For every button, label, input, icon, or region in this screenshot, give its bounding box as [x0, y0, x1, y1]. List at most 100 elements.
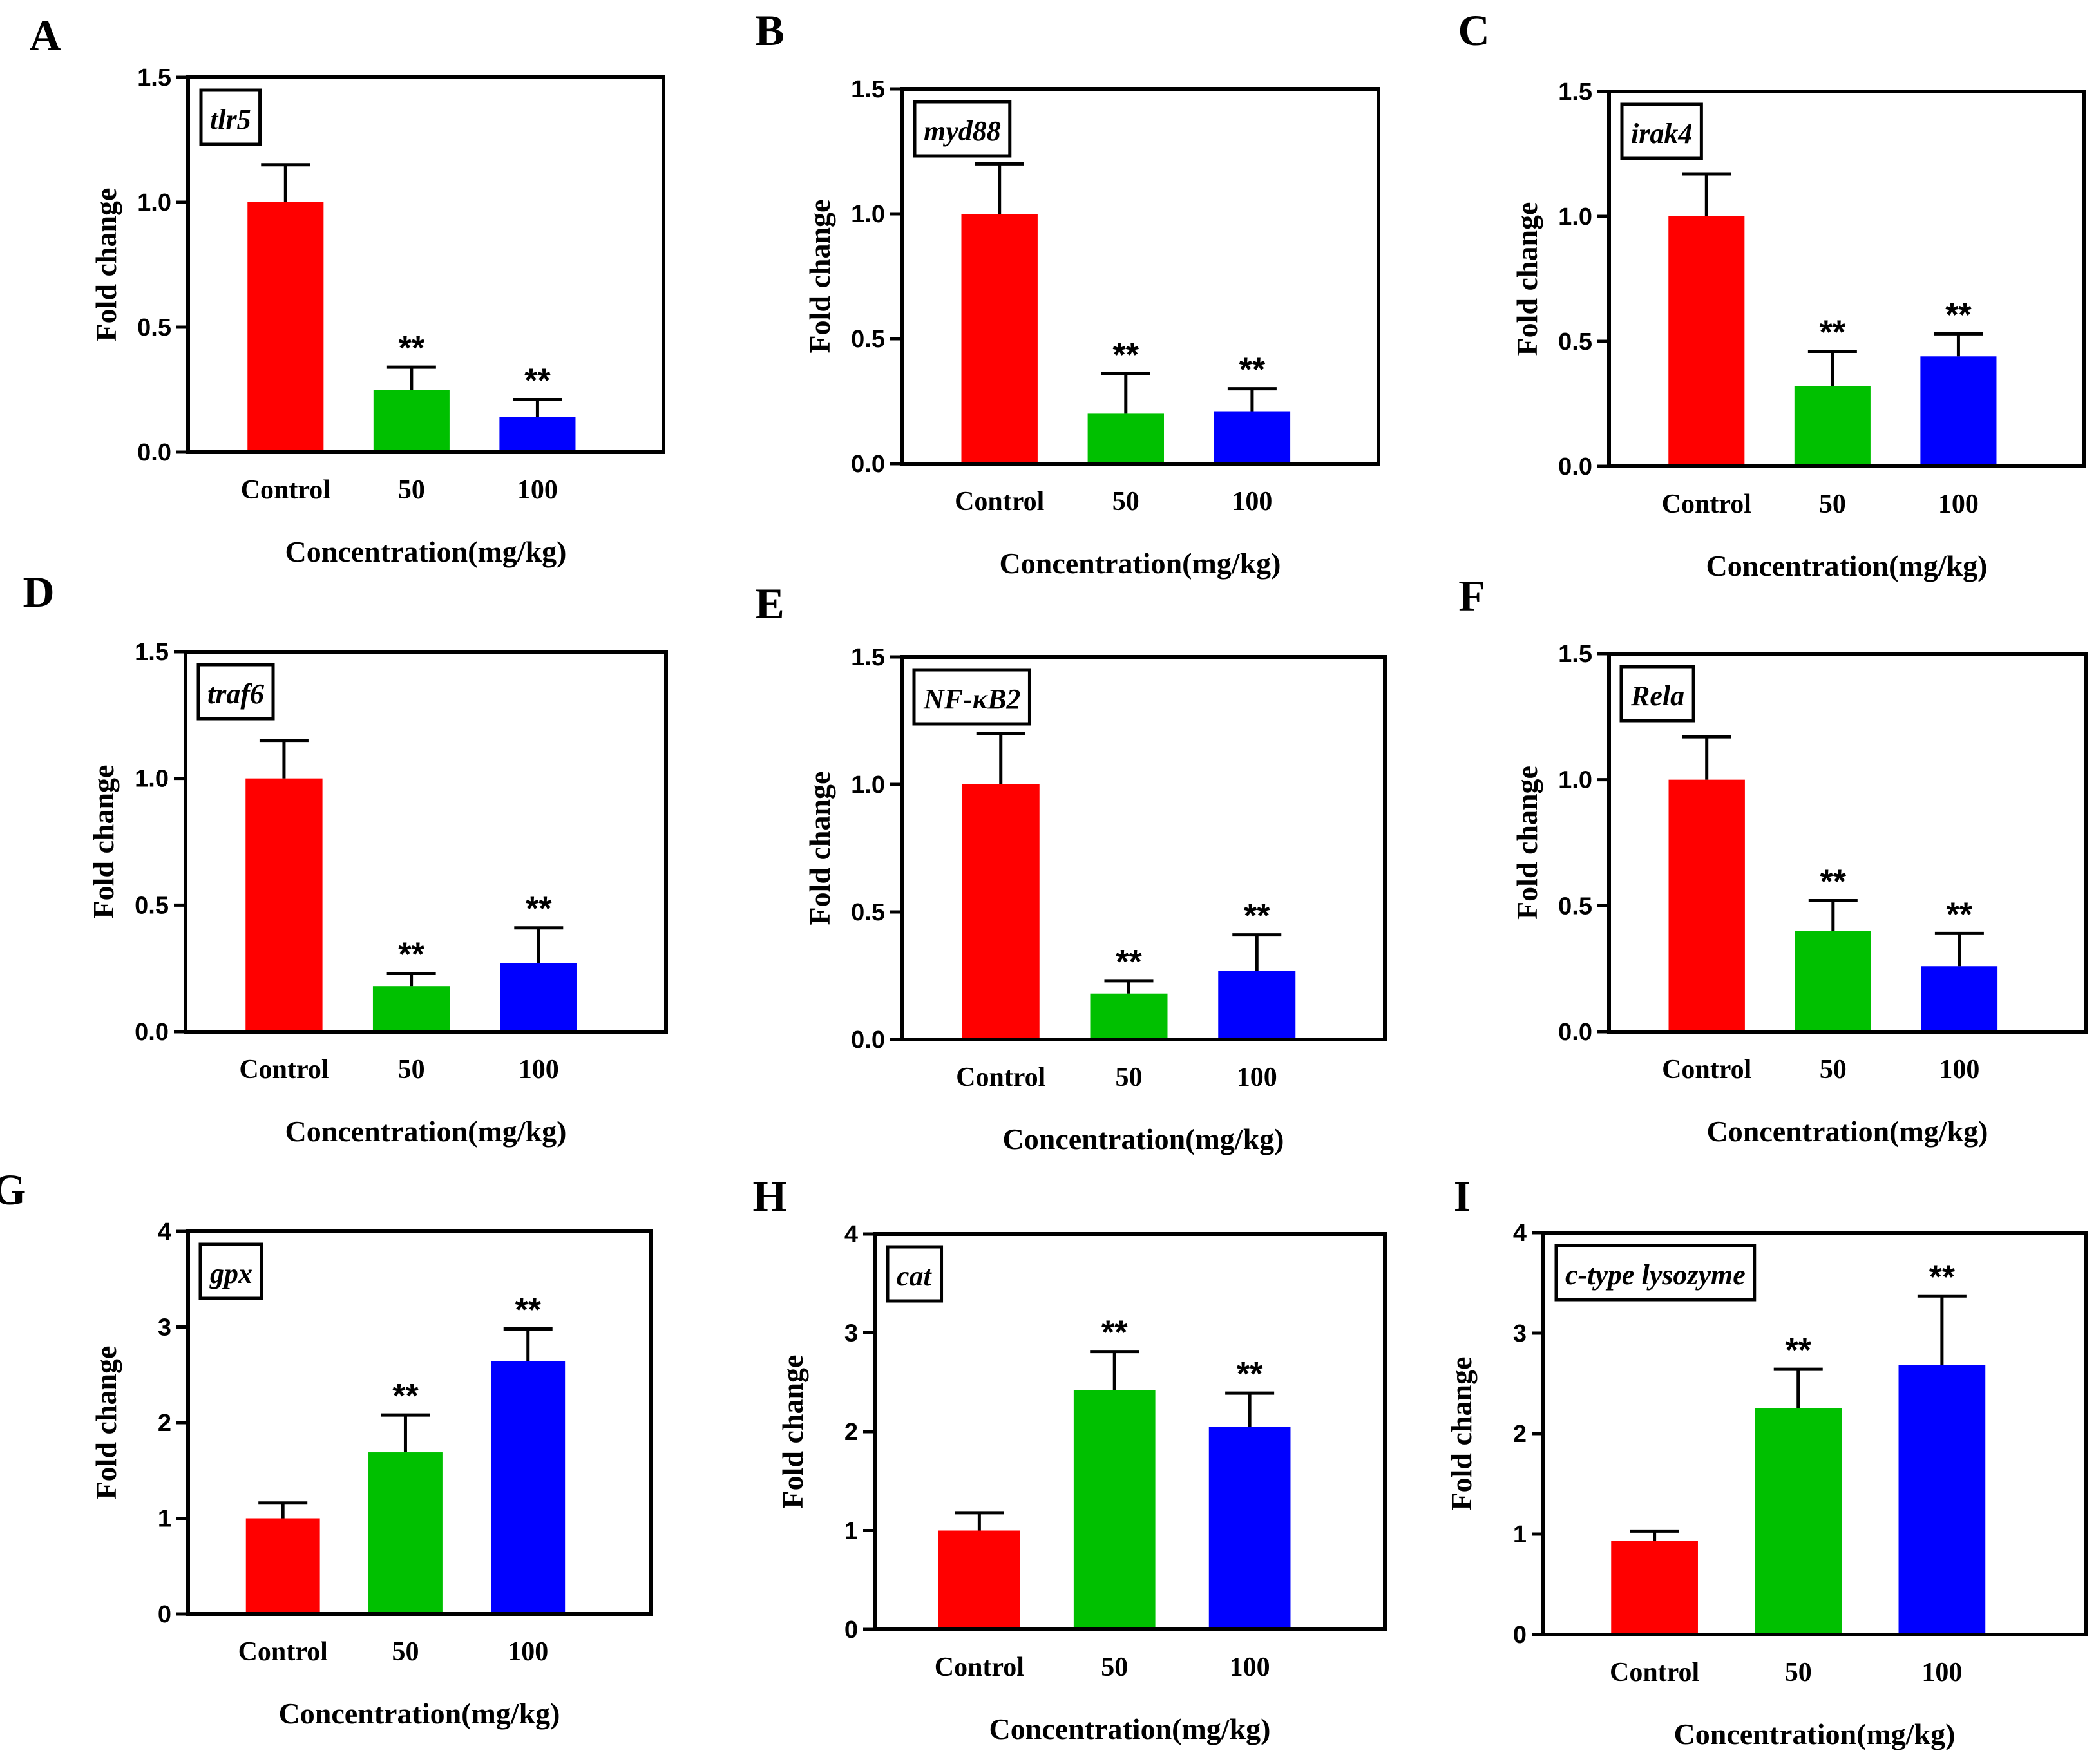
y-tick-label: 0.5 [137, 314, 171, 341]
bar-control [245, 1518, 320, 1612]
panel-letter: H [753, 1171, 787, 1220]
bar-50 [1073, 1390, 1156, 1627]
bar-100 [1921, 966, 1998, 1030]
significance-label: ** [1947, 896, 1973, 933]
x-tick-label: 50 [1820, 1055, 1847, 1085]
y-tick-label: 1.5 [1558, 79, 1592, 106]
x-tick-label: 100 [1938, 489, 1979, 519]
x-tick-label: 50 [1116, 1063, 1143, 1092]
bar-100 [1214, 411, 1291, 462]
y-tick-label: 0.0 [135, 1019, 169, 1046]
y-tick-label: 0.0 [851, 451, 885, 478]
x-tick-label: 100 [1939, 1055, 1979, 1085]
significance-label: ** [1237, 1356, 1263, 1393]
bar-control [961, 214, 1038, 462]
gene-label: c-type lysozyme [1565, 1259, 1746, 1291]
x-tick-label: 50 [398, 1055, 425, 1085]
y-axis-title: Fold change [803, 200, 836, 354]
y-tick-label: 4 [844, 1221, 858, 1248]
panel-letter: I [1454, 1171, 1471, 1220]
significance-label: ** [1244, 898, 1270, 935]
panel-letter: C [1458, 6, 1489, 55]
gene-label: tlr5 [210, 104, 251, 135]
y-tick-label: 1.5 [851, 644, 885, 671]
x-axis-title: Concentration(mg/kg) [1000, 547, 1281, 580]
x-tick-label: 50 [1785, 1658, 1812, 1687]
y-tick-label: 0.5 [851, 899, 885, 926]
significance-label: ** [1820, 864, 1847, 901]
y-axis-title: Fold change [803, 772, 836, 925]
panel-letter: D [23, 567, 54, 616]
x-tick-label: 50 [1112, 487, 1139, 517]
panel-letter: G [0, 1165, 26, 1214]
bar-control [962, 784, 1040, 1038]
y-tick-label: 4 [1513, 1220, 1527, 1247]
bar-50 [1795, 931, 1871, 1030]
significance-label: ** [524, 363, 551, 400]
bar-50 [372, 986, 450, 1030]
significance-label: ** [1785, 1332, 1811, 1369]
panel-letter: E [755, 579, 784, 628]
y-tick-label: 1.5 [851, 76, 885, 103]
significance-label: ** [1116, 944, 1142, 981]
bar-50 [1755, 1408, 1842, 1633]
panel-letter: A [29, 11, 61, 60]
y-tick-label: 0.0 [1558, 453, 1592, 480]
plot-frame [900, 655, 1387, 1041]
x-tick-label: 100 [508, 1637, 548, 1667]
bar-control [1668, 216, 1745, 464]
bar-100 [499, 417, 576, 450]
x-tick-label: 100 [519, 1055, 559, 1085]
x-axis-title: Concentration(mg/kg) [279, 1697, 560, 1730]
x-axis-title: Concentration(mg/kg) [1003, 1123, 1284, 1155]
y-tick-label: 2 [844, 1419, 858, 1446]
gene-label-box [1554, 1244, 1757, 1302]
y-axis-title: Fold change [90, 188, 122, 342]
plot-frame [1607, 652, 2088, 1034]
gene-label-box [913, 100, 1012, 158]
panel-B: B 0.0 0.5 1.0 1.5 Fold change Control ** 50 ** 100… [755, 6, 1380, 580]
x-tick-label: 50 [392, 1637, 419, 1667]
panel-H: H 0 1 2 3 4 Fold change Control ** 50 ** 100 Concent… [753, 1171, 1387, 1745]
panel-E: E 0.0 0.5 1.0 1.5 Fold change Control ** 50 ** 100… [755, 579, 1387, 1155]
y-tick-label: 0.5 [851, 326, 885, 353]
panel-G: G 0 1 2 3 4 Fold change Control ** 50 ** 100 Concent… [0, 1165, 653, 1730]
x-tick-label: 100 [1230, 1653, 1270, 1682]
y-axis-title: Fold change [87, 765, 120, 919]
gene-label: myd88 [924, 115, 1001, 147]
significance-label: ** [399, 330, 425, 367]
significance-label: ** [398, 936, 424, 974]
significance-label: ** [1101, 1314, 1128, 1352]
y-tick-label: 1 [1513, 1521, 1527, 1548]
x-axis-title: Concentration(mg/kg) [285, 535, 567, 568]
bar-control [247, 202, 324, 450]
x-tick-label: Control [955, 487, 1044, 517]
y-axis-title: Fold change [1445, 1357, 1478, 1511]
gene-label: irak4 [1631, 118, 1692, 149]
x-tick-label: 100 [517, 475, 558, 505]
bar-100 [1920, 356, 1997, 464]
plot-frame [900, 87, 1380, 466]
x-tick-label: Control [1662, 1055, 1751, 1085]
x-tick-label: 50 [1101, 1653, 1128, 1682]
y-tick-label: 1.5 [135, 639, 169, 666]
gene-label: Rela [1630, 680, 1684, 712]
panel-C: C 0.0 0.5 1.0 1.5 Fold change Control ** 50 ** 100… [1458, 6, 2086, 582]
x-tick-label: Control [1610, 1658, 1699, 1687]
y-tick-label: 1.0 [1558, 767, 1592, 794]
y-tick-label: 0.0 [851, 1027, 885, 1054]
y-tick-label: 3 [158, 1314, 171, 1342]
y-tick-label: 0 [1513, 1622, 1527, 1649]
y-tick-label: 0.0 [1558, 1019, 1592, 1046]
x-tick-label: Control [238, 1637, 328, 1667]
panel-I: I 0 1 2 3 4 Fold change Control ** 50 ** 100 Concent… [1445, 1171, 2088, 1750]
bar-control [245, 778, 323, 1030]
significance-label: ** [1113, 336, 1139, 374]
x-axis-title: Concentration(mg/kg) [1706, 549, 1988, 582]
significance-label: ** [392, 1378, 419, 1415]
gene-label-box [912, 668, 1031, 726]
significance-label: ** [526, 891, 552, 928]
y-tick-label: 1.0 [1558, 204, 1592, 231]
